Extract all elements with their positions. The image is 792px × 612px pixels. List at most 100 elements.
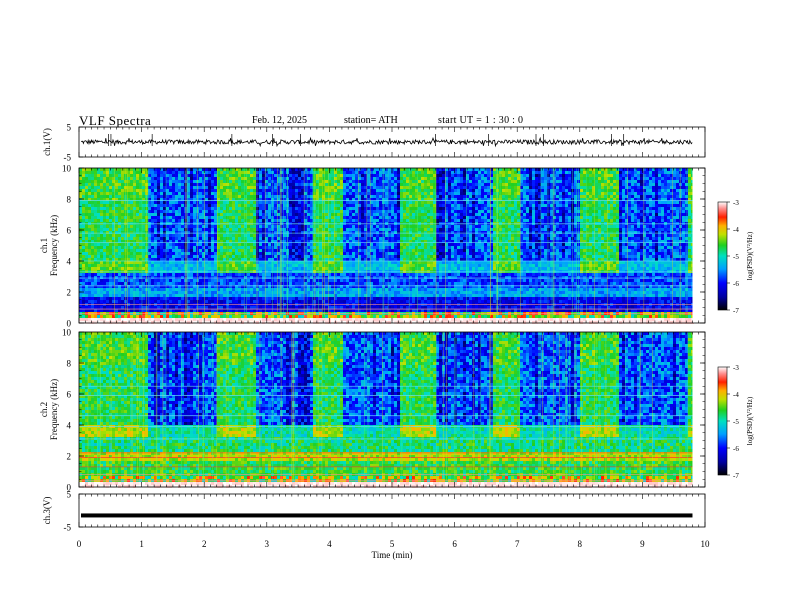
psd-cell <box>295 210 298 213</box>
psd-cell <box>193 279 196 282</box>
psd-cell <box>85 315 88 318</box>
psd-cell <box>223 261 226 264</box>
psd-cell <box>241 240 244 243</box>
psd-cell <box>163 261 166 264</box>
psd-cell <box>166 189 169 192</box>
psd-cell <box>304 267 307 270</box>
psd-cell <box>118 249 121 252</box>
psd-cell <box>169 240 172 243</box>
psd-cell <box>199 318 202 321</box>
psd-cell <box>319 294 322 297</box>
psd-cell <box>301 261 304 264</box>
psd-cell <box>229 321 232 324</box>
psd-cell <box>172 168 175 171</box>
psd-cell <box>259 213 262 216</box>
psd-cell <box>202 276 205 279</box>
psd-cell <box>241 225 244 228</box>
psd-cell <box>208 258 211 261</box>
psd-cell <box>190 237 193 240</box>
psd-cell <box>244 264 247 267</box>
psd-cell <box>109 231 112 234</box>
psd-cell <box>190 285 193 288</box>
psd-cell <box>313 279 316 282</box>
psd-cell <box>142 201 145 204</box>
psd-cell <box>169 276 172 279</box>
psd-cell <box>298 297 301 300</box>
psd-cell <box>154 252 157 255</box>
psd-cell <box>82 282 85 285</box>
psd-cell <box>265 234 268 237</box>
psd-cell <box>187 309 190 312</box>
psd-cell <box>79 195 82 198</box>
psd-cell <box>328 300 331 303</box>
psd-cell <box>229 219 232 222</box>
psd-cell <box>319 177 322 180</box>
psd-cell <box>325 246 328 249</box>
psd-cell <box>169 261 172 264</box>
psd-cell <box>349 255 352 258</box>
psd-cell <box>202 195 205 198</box>
psd-cell <box>268 210 271 213</box>
psd-cell <box>205 216 208 219</box>
psd-cell <box>256 273 259 276</box>
psd-cell <box>301 201 304 204</box>
psd-cell <box>115 171 118 174</box>
psd-cell <box>166 300 169 303</box>
psd-cell <box>217 177 220 180</box>
psd-cell <box>109 315 112 318</box>
psd-cell <box>106 252 109 255</box>
psd-cell <box>208 195 211 198</box>
psd-cell <box>82 225 85 228</box>
psd-cell <box>307 300 310 303</box>
psd-cell <box>307 246 310 249</box>
psd-cell <box>118 204 121 207</box>
psd-cell <box>241 288 244 291</box>
psd-cell <box>313 291 316 294</box>
psd-cell <box>214 213 217 216</box>
psd-cell <box>115 261 118 264</box>
psd-cell <box>154 249 157 252</box>
psd-cell <box>121 306 124 309</box>
psd-cell <box>151 306 154 309</box>
psd-cell <box>241 282 244 285</box>
psd-cell <box>169 207 172 210</box>
psd-cell <box>130 210 133 213</box>
psd-cell <box>337 225 340 228</box>
psd-cell <box>139 201 142 204</box>
psd-cell <box>175 297 178 300</box>
psd-cell <box>205 174 208 177</box>
psd-cell <box>205 252 208 255</box>
psd-cell <box>163 282 166 285</box>
psd-cell <box>289 321 292 324</box>
psd-cell <box>94 195 97 198</box>
psd-cell <box>289 282 292 285</box>
psd-cell <box>139 252 142 255</box>
psd-cell <box>91 276 94 279</box>
psd-cell <box>121 171 124 174</box>
psd-cell <box>109 198 112 201</box>
psd-cell <box>148 315 151 318</box>
psd-cell <box>127 195 130 198</box>
psd-cell <box>223 252 226 255</box>
psd-cell <box>199 300 202 303</box>
psd-cell <box>247 171 250 174</box>
psd-cell <box>307 255 310 258</box>
psd-cell <box>202 234 205 237</box>
psd-cell <box>85 321 88 324</box>
psd-cell <box>262 210 265 213</box>
psd-cell <box>304 285 307 288</box>
psd-cell <box>214 201 217 204</box>
psd-cell <box>139 231 142 234</box>
psd-cell <box>211 213 214 216</box>
psd-cell <box>115 237 118 240</box>
psd-cell <box>292 171 295 174</box>
psd-cell <box>349 171 352 174</box>
psd-cell <box>214 252 217 255</box>
psd-cell <box>256 174 259 177</box>
psd-cell <box>298 243 301 246</box>
psd-cell <box>253 225 256 228</box>
psd-cell <box>82 291 85 294</box>
psd-cell <box>235 174 238 177</box>
psd-cell <box>148 240 151 243</box>
psd-cell <box>265 297 268 300</box>
